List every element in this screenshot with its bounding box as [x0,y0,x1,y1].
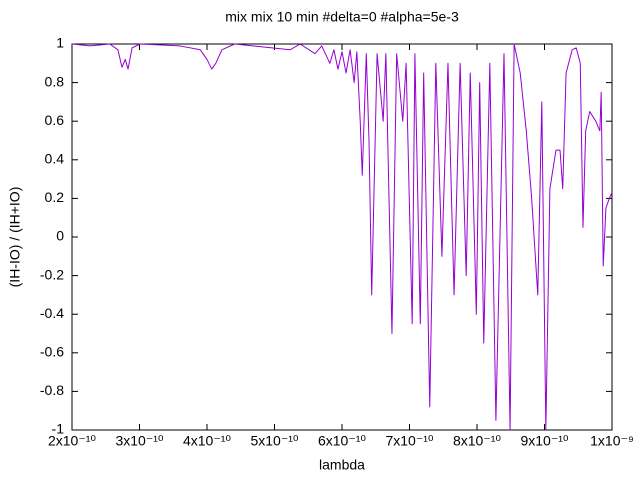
y-axis-label: (IH-IO) / (IH+IO) [7,187,23,288]
data-line [71,43,613,431]
y-tick-label: 0.6 [45,112,65,128]
x-tick-label: 3x10⁻¹⁰ [115,433,163,449]
y-tick-label: -1 [52,421,65,437]
chart-title: mix mix 10 min #delta=0 #alpha=5e-3 [225,9,459,25]
x-tick-label: 7x10⁻¹⁰ [385,433,433,449]
x-axis-label: lambda [319,457,365,473]
x-tick-label: 2x10⁻¹⁰ [48,433,96,449]
y-tick-label: -0.4 [40,305,64,321]
y-tick-label: -0.2 [40,266,64,282]
x-tick-label: 1x10⁻⁹ [590,433,634,449]
y-tick-label: 0 [56,228,64,244]
y-tick-label: 0.4 [45,151,65,167]
y-tick-label: 1 [56,35,64,51]
x-tick-label: 8x10⁻¹⁰ [453,433,501,449]
x-tick-label: 6x10⁻¹⁰ [318,433,366,449]
y-tick-label: 0.8 [45,73,65,89]
x-tick-label: 9x10⁻¹⁰ [520,433,568,449]
x-tick-label: 5x10⁻¹⁰ [250,433,298,449]
y-tick-label: -0.6 [40,344,64,360]
y-tick-label: -0.8 [40,382,64,398]
y-tick-label: 0.2 [45,189,65,205]
x-tick-label: 4x10⁻¹⁰ [183,433,231,449]
